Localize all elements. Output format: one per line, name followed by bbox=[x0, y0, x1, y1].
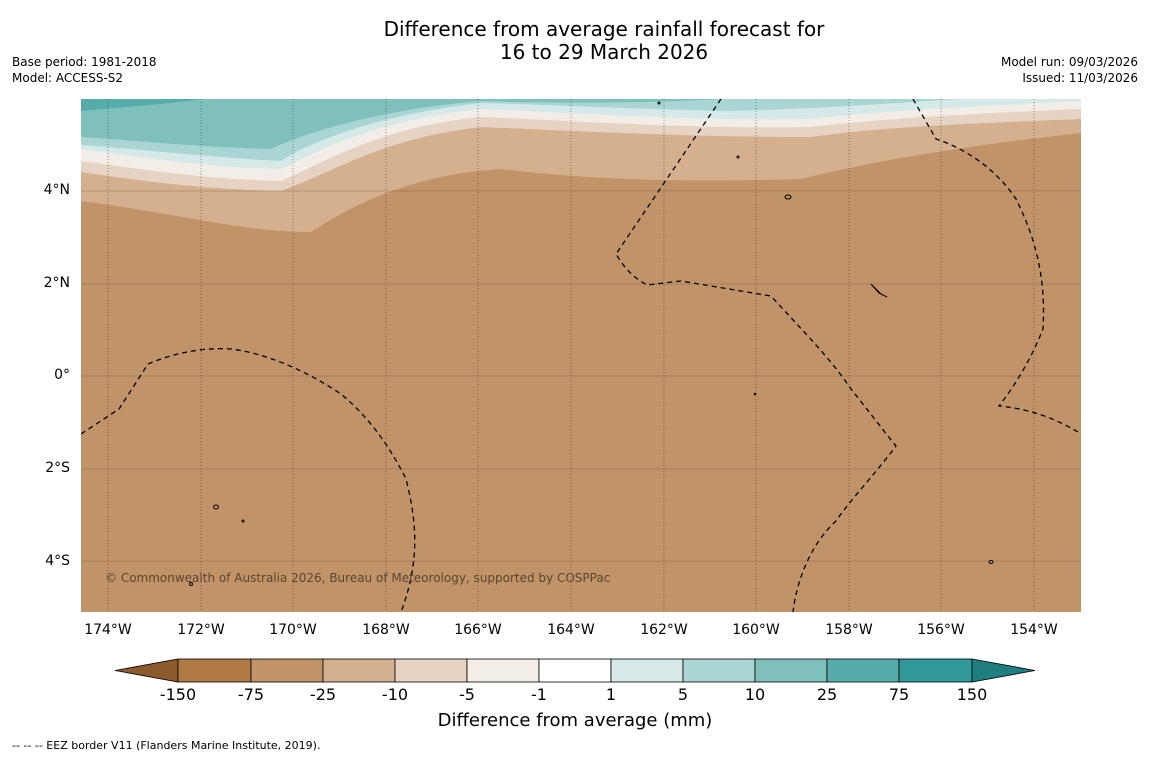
band-plus10 bbox=[81, 99, 721, 149]
colorbar-label: -75 bbox=[237, 685, 265, 704]
colorbar-segment bbox=[826, 658, 900, 683]
lon-label-170w: 170°W bbox=[269, 622, 317, 638]
colorbar-segment bbox=[394, 658, 468, 683]
rainfall-map bbox=[81, 99, 1081, 612]
colorbar-label: 150 bbox=[956, 685, 988, 704]
colorbar-segment bbox=[538, 658, 612, 683]
island-9 bbox=[753, 392, 757, 396]
island-8 bbox=[189, 582, 193, 586]
lon-label-172w: 172°W bbox=[177, 622, 225, 638]
colorbar-label: 25 bbox=[816, 685, 838, 704]
lon-label-154w: 154°W bbox=[1010, 622, 1058, 638]
colorbar-segment bbox=[754, 658, 828, 683]
colorbar-label: -25 bbox=[309, 685, 337, 704]
colorbar-segment bbox=[322, 658, 396, 683]
colorbar-label: 75 bbox=[888, 685, 910, 704]
lat-label-4s: 4°S bbox=[45, 553, 70, 569]
lat-label-0: 0° bbox=[54, 367, 70, 383]
island-6 bbox=[736, 155, 740, 159]
colorbar-arrow-right bbox=[971, 658, 1035, 683]
colorbar-label: -10 bbox=[381, 685, 409, 704]
base-period: Base period: 1981-2018 bbox=[12, 55, 157, 69]
island-5 bbox=[657, 101, 661, 105]
colorbar-title: Difference from average (mm) bbox=[437, 710, 713, 731]
model-name: Model: ACCESS-S2 bbox=[12, 71, 124, 85]
title-line-2: 16 to 29 March 2026 bbox=[499, 40, 709, 64]
colorbar-segment bbox=[610, 658, 684, 683]
island-4 bbox=[988, 560, 994, 564]
colorbar-segment bbox=[466, 658, 540, 683]
chart-title: Difference from average rainfall forecas… bbox=[0, 18, 1150, 64]
lon-label-168w: 168°W bbox=[362, 622, 410, 638]
lat-label-2n: 2°N bbox=[43, 275, 70, 291]
colorbar-segment bbox=[898, 658, 973, 683]
lon-label-164w: 164°W bbox=[547, 622, 595, 638]
eez-footnote: -- -- -- EEZ border V11 (Flanders Marine… bbox=[12, 739, 321, 752]
lon-label-162w: 162°W bbox=[640, 622, 688, 638]
colorbar-segment bbox=[682, 658, 756, 683]
lon-label-166w: 166°W bbox=[454, 622, 502, 638]
lat-label-4n: 4°N bbox=[43, 182, 70, 198]
islands bbox=[189, 101, 994, 586]
copyright-note: © Commonwealth of Australia 2026, Bureau… bbox=[105, 571, 611, 585]
island-1 bbox=[784, 194, 792, 200]
colorbar-label: 10 bbox=[744, 685, 766, 704]
island-7 bbox=[241, 519, 245, 523]
colorbar-arrow-left bbox=[115, 658, 179, 683]
meta-right: Model run: 09/03/2026 Issued: 11/03/2026 bbox=[1001, 54, 1138, 86]
lat-label-2s: 2°S bbox=[45, 460, 70, 476]
colorbar-label: 1 bbox=[605, 685, 617, 704]
meta-left: Base period: 1981-2018 Model: ACCESS-S2 bbox=[12, 54, 157, 86]
colorbar-label: -1 bbox=[531, 685, 547, 704]
lon-label-174w: 174°W bbox=[84, 622, 132, 638]
eez-borders bbox=[81, 99, 1079, 612]
title-line-1: Difference from average rainfall forecas… bbox=[383, 17, 825, 41]
lon-label-156w: 156°W bbox=[917, 622, 965, 638]
colorbar-label: -5 bbox=[459, 685, 475, 704]
colorbar bbox=[115, 658, 1035, 683]
colorbar-label: 5 bbox=[677, 685, 689, 704]
island-2 bbox=[870, 283, 888, 298]
colorbar-segment bbox=[177, 658, 252, 683]
colorbar-label: -150 bbox=[159, 685, 197, 704]
island-3 bbox=[213, 504, 219, 510]
lon-label-158w: 158°W bbox=[825, 622, 873, 638]
model-run: Model run: 09/03/2026 bbox=[1000, 55, 1138, 69]
colorbar-segment bbox=[250, 658, 324, 683]
band-plus25 bbox=[81, 99, 201, 111]
issued-date: Issued: 11/03/2026 bbox=[1022, 71, 1138, 85]
lon-label-160w: 160°W bbox=[732, 622, 780, 638]
lat-gridlines bbox=[81, 190, 1081, 562]
